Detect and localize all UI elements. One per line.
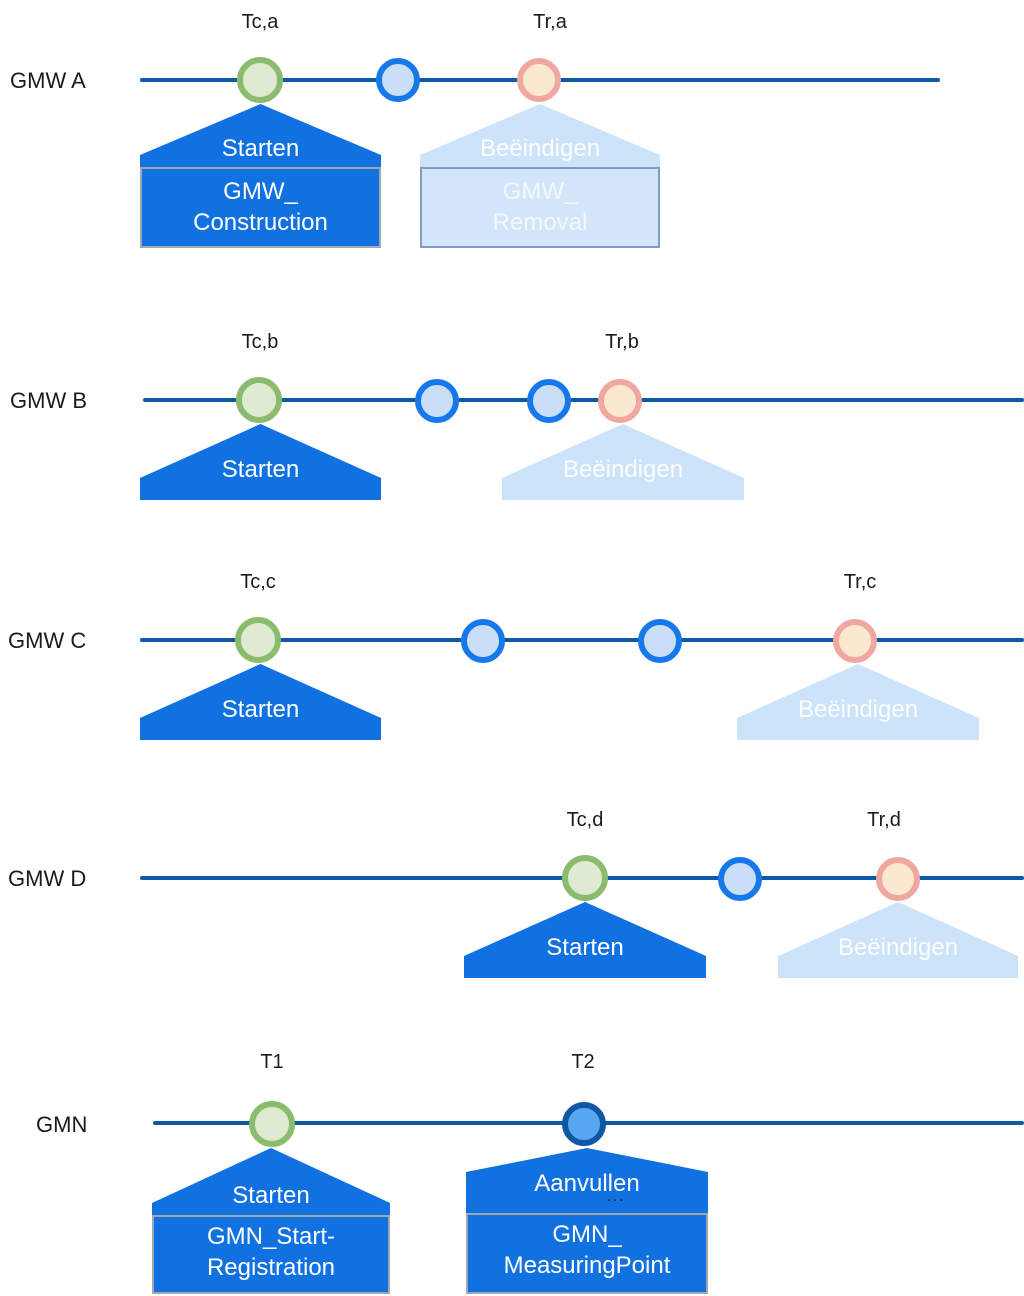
gmw-construction-line2: Construction	[193, 209, 328, 236]
timeline-line-gmw-b	[143, 398, 1024, 402]
construction-event-icon	[236, 377, 282, 423]
start-action-label: Starten	[221, 135, 300, 162]
end-action-label: Beëindigen	[837, 934, 959, 961]
aanvullen-action-callout: Aanvullen ...	[466, 1148, 708, 1213]
start-action-callout: Starten	[140, 664, 381, 740]
removal-event-icon	[517, 58, 561, 102]
row-label-gmw-c: GMW C	[8, 628, 87, 653]
time-label-trc: Tr,c	[843, 571, 877, 593]
intermediate-event-icon	[376, 58, 420, 102]
time-label-trb: Tr,b	[605, 331, 639, 353]
ellipsis-more-indicator: ...	[606, 1188, 626, 1205]
measuringpoint-event-icon	[562, 1102, 606, 1146]
row-label-gmw-a: GMW A	[10, 68, 86, 93]
intermediate-event-icon	[718, 857, 762, 901]
gmn-start-registration-box: GMN_Start- Registration	[152, 1215, 390, 1294]
intermediate-event-icon	[527, 379, 571, 423]
start-action-callout: Starten	[464, 902, 706, 978]
end-action-label: Beëindigen	[479, 135, 601, 162]
removal-event-icon	[876, 857, 920, 901]
end-action-label: Beëindigen	[562, 456, 684, 483]
gmn-start-registration-line2: Registration	[206, 1254, 336, 1281]
time-label-tcc: Tc,c	[240, 571, 276, 593]
removal-event-icon	[833, 619, 877, 663]
construction-event-icon	[235, 617, 281, 663]
start-action-callout: Starten	[152, 1148, 390, 1215]
time-label-tra: Tr,a	[533, 11, 567, 33]
end-action-label: Beëindigen	[797, 696, 919, 723]
intermediate-event-icon	[638, 619, 682, 663]
gmn-measuringpoint-box: GMN_ MeasuringPoint	[466, 1213, 708, 1294]
row-label-gmn: GMN	[36, 1112, 88, 1137]
construction-event-icon	[562, 855, 608, 901]
gmw-removal-box: GMW_ Removal	[420, 167, 660, 248]
start-action-label: Starten	[232, 1182, 310, 1209]
start-action-label: Starten	[221, 456, 300, 483]
time-label-t1: T1	[260, 1051, 284, 1073]
start-action-label: Starten	[221, 696, 300, 723]
time-label-tca: Tc,a	[241, 11, 279, 33]
row-label-gmw-b: GMW B	[10, 388, 87, 413]
gmn-measuringpoint-line2: MeasuringPoint	[503, 1252, 671, 1279]
start-action-callout: Starten	[140, 424, 381, 500]
time-label-tcd: Tc,d	[566, 809, 604, 831]
gmw-construction-box: GMW_ Construction	[140, 167, 381, 248]
row-label-gmw-d: GMW D	[8, 866, 87, 891]
timeline-line-gmw-c	[140, 638, 1024, 642]
end-action-callout: Beëindigen	[737, 664, 979, 740]
gmw-removal-line1: GMW_	[502, 178, 578, 205]
start-registration-event-icon	[249, 1101, 295, 1147]
time-label-tcb: Tc,b	[241, 331, 279, 353]
start-action-callout: Starten	[140, 104, 381, 167]
gmn-start-registration-line1: GMN_Start-	[206, 1223, 335, 1250]
gmn-measuringpoint-line1: GMN_	[552, 1221, 622, 1248]
construction-event-icon	[237, 57, 283, 103]
gmw-removal-line2: Removal	[492, 209, 588, 236]
start-action-label: Starten	[546, 934, 624, 961]
aanvullen-action-label: Aanvullen	[534, 1170, 640, 1197]
time-label-trd: Tr,d	[867, 809, 901, 831]
intermediate-event-icon	[415, 379, 459, 423]
end-action-callout: Beëindigen	[420, 104, 660, 167]
removal-event-icon	[598, 379, 642, 423]
intermediate-event-icon	[461, 619, 505, 663]
end-action-callout: Beëindigen	[502, 424, 744, 500]
end-action-callout: Beëindigen	[778, 902, 1018, 978]
gmw-construction-line1: GMW_	[223, 178, 298, 205]
time-label-t2: T2	[571, 1051, 595, 1073]
